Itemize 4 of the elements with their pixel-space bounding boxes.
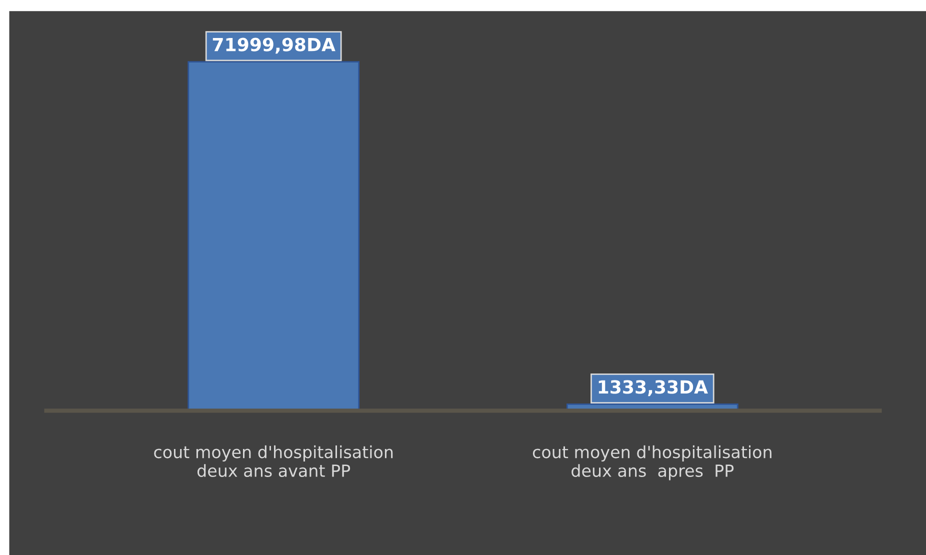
data-label: 71999,98DA [212,38,336,54]
data-label: 1333,33DA [598,380,708,396]
x-tick-label: cout moyen d'hospitalisation deux ans avant PP [154,445,393,477]
x-tick-label: cout moyen d'hospitalisation deux ans apres PP [532,445,772,480]
